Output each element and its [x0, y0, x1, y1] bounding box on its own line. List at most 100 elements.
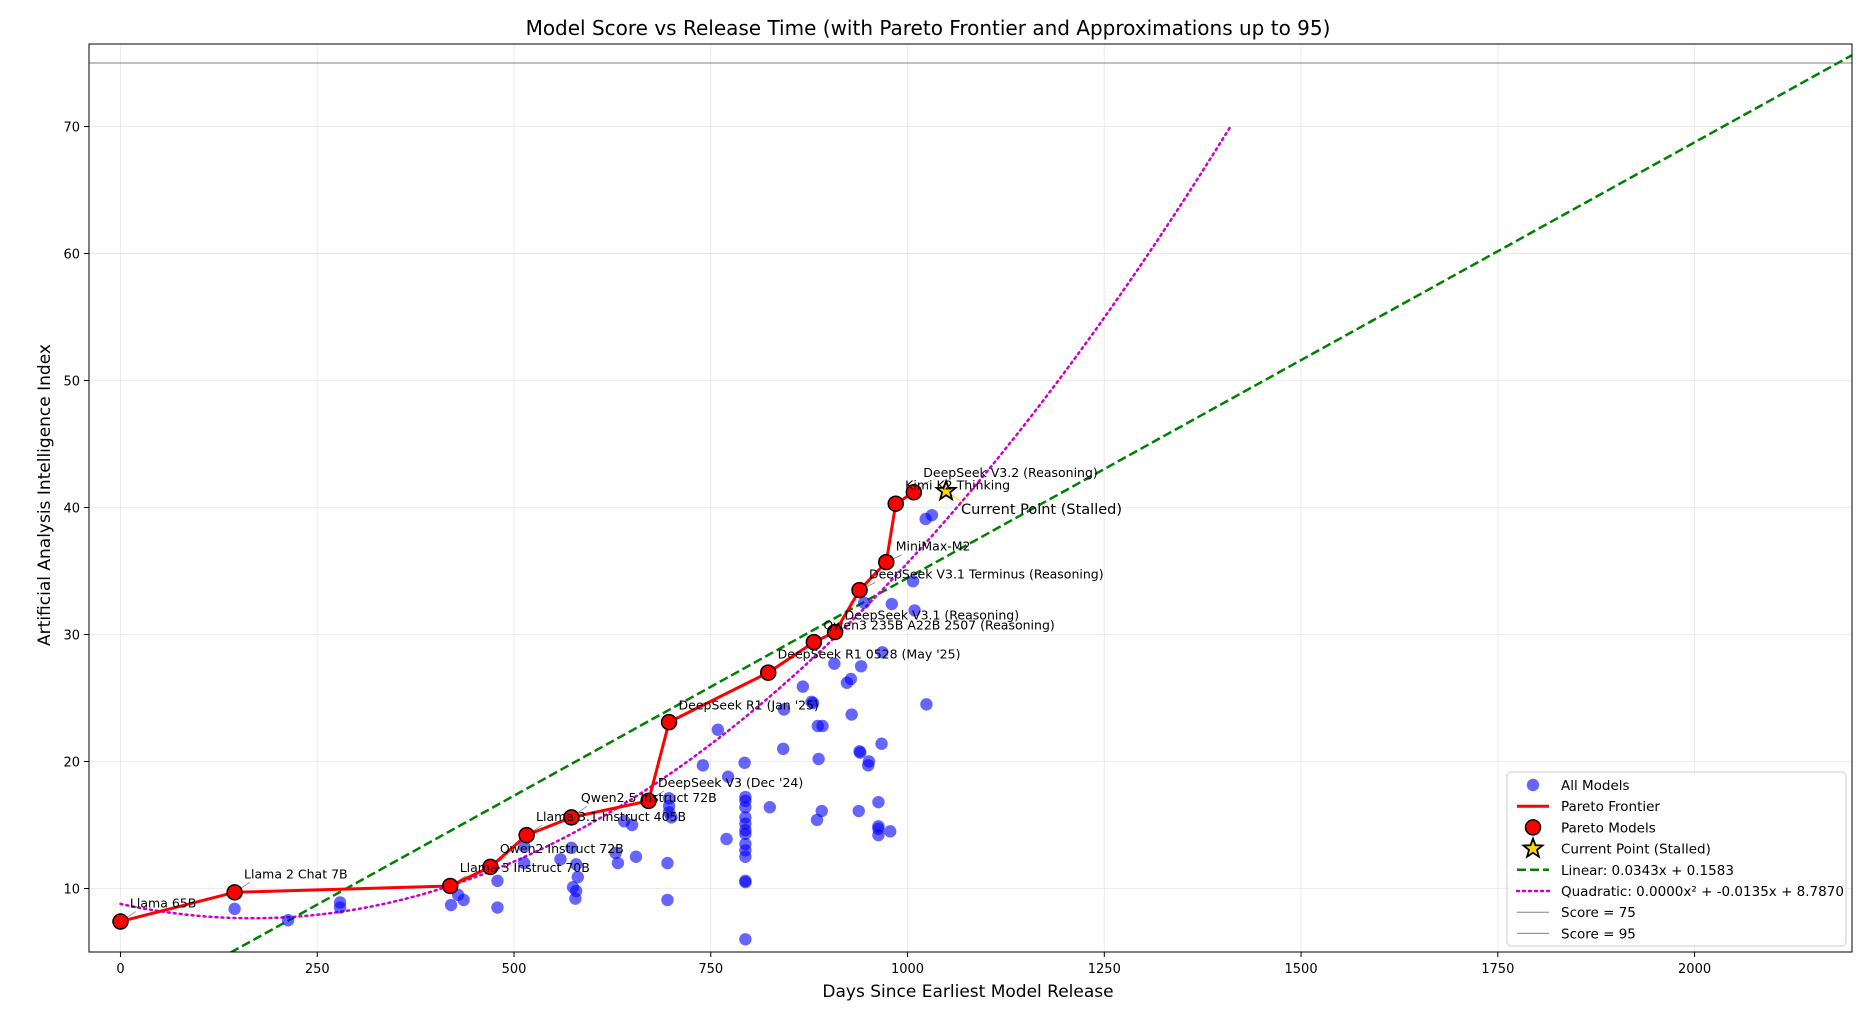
pareto-model-label: Llama 3 Instruct 70B: [460, 860, 590, 875]
legend-entry-label: Score = 75: [1561, 905, 1636, 921]
model-point: [491, 901, 504, 914]
x-tick-label: 1000: [891, 962, 924, 977]
model-point: [739, 801, 752, 814]
linear-fit-line: [230, 54, 1852, 952]
model-point: [721, 770, 735, 783]
model-point: [777, 703, 791, 716]
model-point: [518, 840, 531, 853]
model-point: [906, 574, 920, 588]
model-point: [569, 884, 583, 898]
model-point: [812, 752, 825, 766]
annotations: Llama 65B Llama 2 Chat 7B Llama 3 Instruct…: [130, 465, 1122, 911]
x-tick-label: 1500: [1285, 962, 1318, 977]
model-point: [816, 719, 829, 733]
model-point: [491, 874, 504, 888]
model-point: [739, 875, 752, 889]
y-tick-label: 20: [63, 756, 80, 771]
legend: All Models Pareto Frontier Pareto Models Cu…: [1506, 771, 1847, 947]
y-tick-label: 70: [63, 121, 80, 136]
pareto-model-point: [640, 792, 657, 810]
model-point: [875, 737, 888, 750]
legend-entry-label: Current Point (Stalled): [1561, 842, 1711, 858]
model-point: [444, 898, 458, 912]
legend-entry-label: Linear: 0.0343x + 0.1583: [1561, 863, 1734, 879]
all-models-scatter: [114, 508, 939, 946]
pareto-model-point: [482, 858, 499, 876]
legend-entry-label: All Models: [1561, 778, 1630, 794]
current-point-star: [934, 478, 959, 502]
model-point: [872, 795, 885, 809]
pareto-model-label: Kimi K2 Thinking: [905, 478, 1010, 493]
current-point-label: Current Point (Stalled): [961, 502, 1122, 518]
pareto-model-point: [442, 877, 459, 895]
model-point: [720, 832, 733, 846]
chart-title: Model Score vs Release Time (with Pareto…: [526, 16, 1331, 40]
model-point: [696, 759, 710, 772]
model-point: [739, 850, 752, 863]
legend-star-swatch: [1521, 836, 1545, 859]
legend-entry-label: Pareto Models: [1561, 820, 1656, 836]
quadratic-fit-curve: [119, 125, 1232, 920]
model-point: [925, 508, 939, 522]
pareto-model-point: [878, 553, 895, 571]
pareto-model-label: Llama 2 Chat 7B: [244, 866, 348, 881]
model-point: [796, 680, 810, 693]
pareto-model-label: DeepSeek R1 0528 (May '25): [778, 647, 961, 662]
model-point: [876, 646, 889, 659]
pareto-model-label: DeepSeek R1 (Jan '25): [679, 697, 819, 712]
model-point: [611, 856, 625, 870]
model-point: [739, 827, 752, 841]
y-tick-label: 40: [63, 502, 80, 517]
y-tick-label: 30: [63, 629, 80, 644]
model-point: [554, 853, 567, 866]
pareto-model-point: [563, 809, 580, 826]
model-point: [281, 914, 295, 927]
model-point: [738, 756, 751, 769]
pareto-model-label: Llama 65B: [130, 896, 196, 911]
model-point: [872, 822, 885, 836]
pareto-model-label: DeepSeek V3 (Dec '24): [658, 775, 803, 790]
x-tick-label: 1750: [1481, 962, 1514, 977]
pareto-model-label: Qwen3 235B A22B 2507 (Reasoning): [823, 617, 1054, 632]
model-point: [776, 742, 790, 756]
y-tick-label: 60: [63, 248, 80, 263]
pareto-model-point: [851, 581, 868, 599]
model-point: [858, 596, 871, 609]
model-point: [609, 846, 622, 860]
pareto-model-point: [759, 664, 777, 681]
model-point: [884, 825, 897, 838]
axis-ticks: 0 250 500 750 1000 1250 1500 1750 2000 10 20 30 40 50…: [63, 121, 1711, 977]
pareto-model-label: Qwen2 Instruct 72B: [500, 841, 624, 856]
pareto-model-label: DeepSeek V3.2 (Reasoning): [923, 465, 1098, 480]
model-point: [571, 870, 584, 884]
model-point: [739, 933, 752, 946]
fit-curves: [119, 54, 1852, 952]
model-point: [920, 698, 933, 711]
pareto-model-point: [518, 826, 535, 844]
axes-frame: [88, 43, 1853, 953]
model-point: [711, 723, 725, 736]
model-point: [661, 856, 674, 870]
model-point: [228, 902, 241, 916]
legend-pareto-models-swatch: [1524, 819, 1542, 836]
pareto-model-point: [887, 495, 904, 512]
x-tick-label: 250: [305, 962, 330, 977]
x-tick-label: 2000: [1678, 962, 1711, 977]
x-tick-label: 1250: [1088, 962, 1121, 977]
y-tick-label: 10: [63, 883, 80, 898]
x-tick-label: 0: [116, 962, 124, 977]
model-point: [862, 755, 876, 768]
pareto-model-label: DeepSeek V3.1 (Reasoning): [845, 607, 1020, 622]
model-point: [844, 672, 858, 686]
y-tick-label: 50: [63, 375, 80, 390]
model-point: [908, 604, 921, 617]
pareto-model-point: [805, 633, 823, 651]
model-point: [828, 657, 841, 670]
pareto-model-label: Qwen2.5 Instruct 72B: [581, 790, 717, 805]
model-point: [629, 850, 643, 863]
model-point: [885, 597, 898, 611]
model-point: [333, 896, 347, 909]
pareto-model-point: [826, 623, 844, 641]
model-point: [661, 893, 674, 907]
